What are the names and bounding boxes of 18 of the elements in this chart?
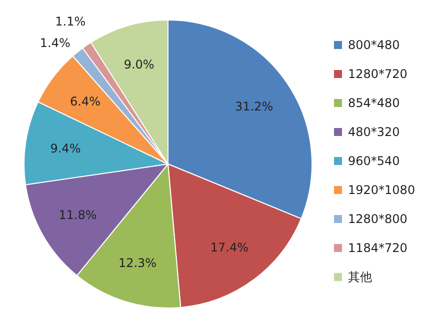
legend-label: 1184*720 xyxy=(348,241,408,255)
data-label: 9.0% xyxy=(124,57,154,72)
data-label: 6.4% xyxy=(70,94,101,108)
legend-label: 960*540 xyxy=(348,154,400,168)
data-label: 1.4% xyxy=(40,36,70,50)
legend-label: 854*480 xyxy=(348,96,400,110)
data-label: 1.1% xyxy=(55,14,86,28)
legend-label: 1920*1080 xyxy=(348,183,416,197)
legend-label: 1280*800 xyxy=(348,212,408,226)
data-label: 12.3% xyxy=(118,256,157,270)
data-label: 31.2% xyxy=(235,99,274,114)
legend-label: 其他 xyxy=(348,270,372,284)
legend-label: 800*480 xyxy=(348,38,400,52)
data-label: 11.8% xyxy=(58,208,97,222)
data-label: 17.4% xyxy=(210,240,249,254)
data-label: 9.4% xyxy=(50,141,81,156)
legend-label: 1280*720 xyxy=(348,67,408,81)
legend-label: 480*320 xyxy=(348,125,400,139)
